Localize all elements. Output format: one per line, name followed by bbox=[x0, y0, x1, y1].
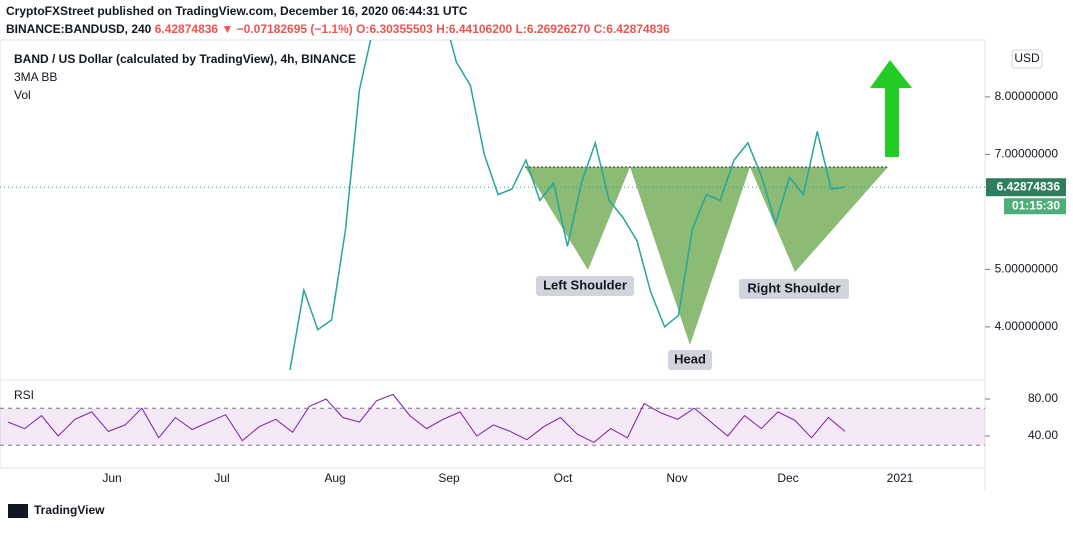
series bbox=[289, 40, 846, 371]
x-tick-label: Aug bbox=[324, 471, 345, 485]
annotation: Right Shoulder bbox=[747, 280, 840, 295]
x-tick-label: 2021 bbox=[887, 471, 914, 485]
legend-title: BAND / US Dollar (calculated by TradingV… bbox=[14, 52, 356, 66]
publisher: CryptoFXStreet published on TradingView.… bbox=[6, 4, 468, 18]
series bbox=[7, 393, 846, 443]
legend-volume: Vol bbox=[14, 88, 31, 102]
price-tag: 6.42874836 bbox=[997, 179, 1061, 193]
y-tick-label: 80.00 bbox=[1028, 391, 1058, 405]
annotation-box bbox=[536, 276, 634, 296]
annotation-box bbox=[739, 279, 849, 299]
countdown-box bbox=[1004, 198, 1066, 215]
rsi-label: RSI bbox=[14, 388, 34, 402]
symbol: BINANCE:BANDUSD, 240 bbox=[6, 22, 152, 36]
x-tick-label: Nov bbox=[666, 471, 687, 485]
ohlc: O:6.30355503 H:6.44106200 L:6.26926270 C… bbox=[356, 22, 670, 36]
line bbox=[7, 393, 846, 443]
symbol-line: BINANCE:BANDUSD, 240 6.42874836 ▼ −0.071… bbox=[6, 22, 670, 36]
y-tick-label: 8.00000000 bbox=[995, 89, 1059, 103]
y-tick-label: 40.00 bbox=[1028, 428, 1058, 442]
annotation: Left Shoulder bbox=[543, 277, 627, 292]
up-arrow bbox=[870, 60, 912, 157]
rsi-band bbox=[0, 408, 985, 446]
price-tag-box bbox=[986, 178, 1066, 197]
annotation: Head bbox=[674, 351, 706, 366]
x-tick-label: Jul bbox=[214, 471, 229, 485]
countdown: 01:15:30 bbox=[1012, 198, 1060, 212]
logo bbox=[8, 504, 28, 518]
y-tick-label: 4.00000000 bbox=[995, 319, 1059, 333]
legend-indicator: 3MA BB bbox=[14, 70, 57, 84]
pane-frame bbox=[0, 39, 986, 469]
last: 6.42874836 bbox=[155, 22, 219, 36]
branding: TradingView bbox=[34, 503, 105, 517]
x-tick-label: Dec bbox=[777, 471, 798, 485]
line bbox=[289, 40, 846, 371]
x-tick-label: Jun bbox=[102, 471, 121, 485]
annotation-box bbox=[668, 350, 712, 370]
x-tick-label: Oct bbox=[554, 471, 573, 485]
currency[interactable]: USD bbox=[1014, 51, 1040, 65]
currency-box[interactable] bbox=[1011, 49, 1043, 69]
y-tick-label: 5.00000000 bbox=[995, 262, 1059, 276]
x-tick-label: Sep bbox=[438, 471, 460, 485]
y-tick-label: 7.00000000 bbox=[995, 147, 1059, 161]
change: ▼ −0.07182695 (−1.1%) bbox=[221, 22, 352, 36]
